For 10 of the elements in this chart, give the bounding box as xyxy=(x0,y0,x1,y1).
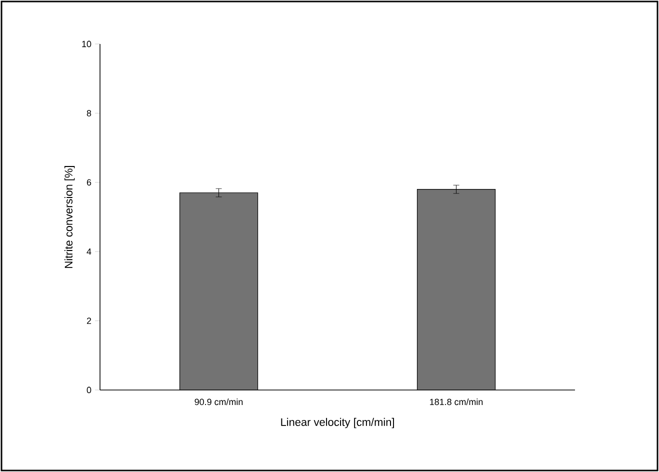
x-tick-label: 181.8 cm/min xyxy=(430,398,483,406)
y-tick-label: 6 xyxy=(86,179,92,186)
y-axis-title: Nitrite conversion [%] xyxy=(64,166,75,268)
y-tick-label: 2 xyxy=(86,318,92,324)
y-tick-label: 8 xyxy=(86,110,92,116)
x-tick-label: 90.9 cm/min xyxy=(194,398,243,406)
y-tick-label: 10 xyxy=(82,40,92,48)
y-tick-label: 4 xyxy=(86,248,92,255)
x-axis-title: Linear velocity [cm/min] xyxy=(281,418,394,428)
y-tick-label: 0 xyxy=(86,386,92,394)
